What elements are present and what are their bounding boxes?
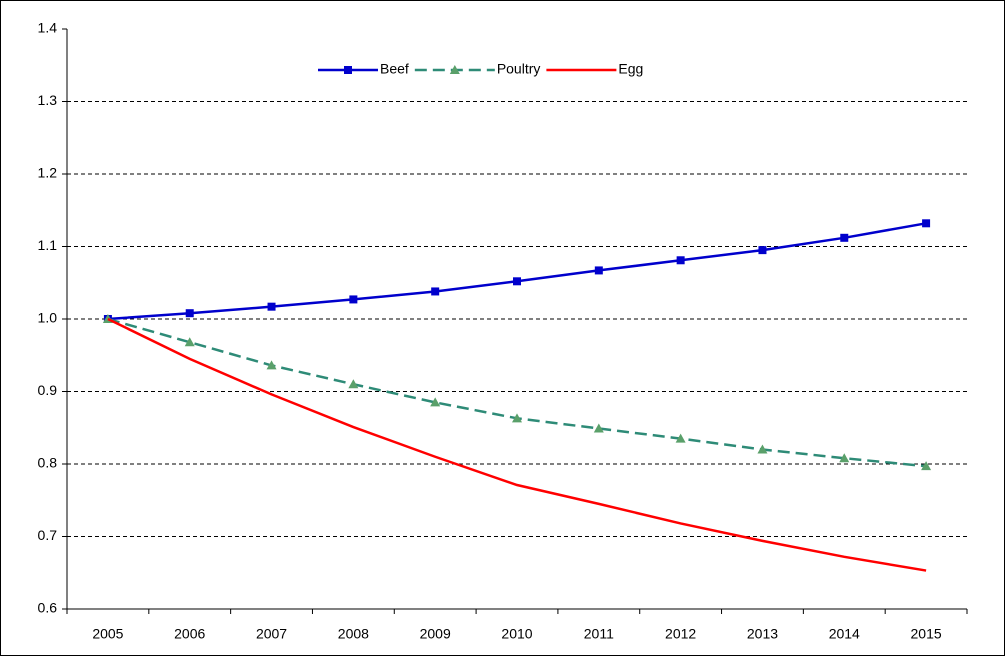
series-line [107,317,927,572]
x-tick-label: 2010 [501,626,532,642]
y-tick-label: 1.0 [38,310,58,326]
marker [676,256,685,265]
marker [349,295,358,304]
legend-label: Beef [380,61,409,77]
marker [184,337,195,347]
x-tick-label: 2009 [420,626,451,642]
marker [185,309,194,318]
x-tick-label: 2015 [911,626,942,642]
x-tick-label: 2008 [338,626,369,642]
marker [594,266,603,275]
marker [267,302,276,311]
marker [593,423,604,433]
x-tick-label: 2006 [174,626,205,642]
x-tick-label: 2012 [665,626,696,642]
x-tick-label: 2013 [747,626,778,642]
y-tick-label: 1.4 [38,20,58,36]
marker [513,277,521,286]
marker [348,379,359,389]
marker [921,461,932,471]
x-tick-label: 2011 [584,626,614,642]
y-tick-label: 0.7 [38,527,58,543]
y-tick-label: 1.3 [38,92,58,108]
legend-marker [344,66,352,74]
marker [758,246,767,255]
marker [675,433,686,443]
marker [922,219,931,228]
marker [840,233,849,242]
x-tick-label: 2005 [92,626,123,642]
x-tick-label: 2007 [256,626,287,642]
y-tick-label: 0.6 [38,600,58,616]
marker [757,444,768,454]
y-tick-label: 0.9 [38,382,58,398]
x-tick-label: 2014 [829,626,860,642]
marker [839,453,850,463]
marker [266,360,277,370]
marker [512,413,522,423]
marker [430,397,441,407]
legend-marker [449,65,460,74]
y-tick-label: 1.2 [38,165,58,181]
y-tick-label: 0.8 [38,455,58,471]
y-tick-label: 1.1 [38,237,58,253]
marker [431,287,440,296]
legend-label: Poultry [497,61,541,77]
legend-label: Egg [618,61,643,77]
